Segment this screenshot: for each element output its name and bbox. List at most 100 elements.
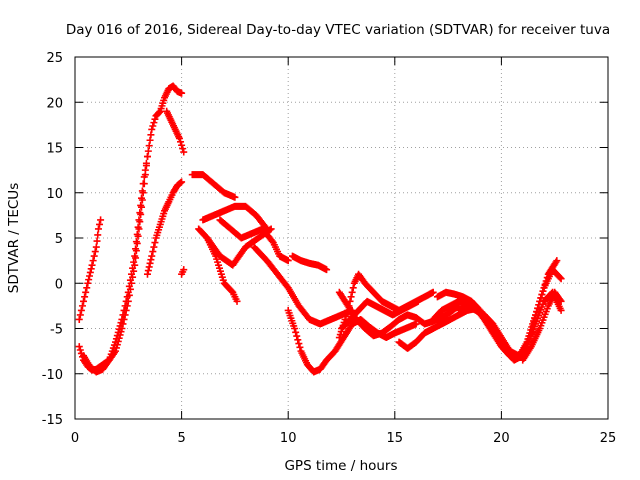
data-point bbox=[346, 297, 354, 305]
data-point bbox=[175, 134, 183, 142]
series-trace-a bbox=[75, 216, 105, 323]
data-point bbox=[130, 258, 138, 266]
data-point bbox=[80, 297, 88, 305]
data-point bbox=[142, 159, 150, 167]
data-point bbox=[543, 274, 551, 282]
data-point bbox=[178, 178, 186, 186]
x-axis-tick-labels: 0 5 10 15 20 25 bbox=[71, 431, 616, 446]
axis-ticks bbox=[74, 56, 609, 420]
data-point bbox=[178, 89, 186, 97]
data-point bbox=[83, 284, 91, 292]
y-tick-label: 25 bbox=[46, 51, 63, 66]
data-point bbox=[294, 336, 302, 344]
data-point bbox=[552, 258, 560, 266]
data-point bbox=[429, 288, 437, 296]
data-point bbox=[180, 266, 188, 274]
data-point bbox=[146, 259, 154, 267]
data-point bbox=[88, 261, 96, 269]
data-point bbox=[347, 293, 355, 301]
data-point bbox=[291, 325, 299, 332]
data-point bbox=[553, 257, 561, 265]
data-point bbox=[90, 252, 98, 260]
data-point bbox=[557, 297, 565, 305]
data-point bbox=[144, 267, 152, 275]
data-point bbox=[112, 335, 120, 343]
data-point bbox=[75, 315, 83, 323]
data-point bbox=[75, 343, 83, 351]
data-point bbox=[541, 280, 549, 288]
data-point bbox=[139, 180, 147, 188]
data-point bbox=[231, 193, 239, 201]
data-point bbox=[93, 237, 101, 245]
x-axis-label: GPS time / hours bbox=[284, 458, 397, 474]
data-point bbox=[84, 279, 92, 287]
data-point bbox=[134, 223, 142, 231]
data-point bbox=[155, 108, 163, 116]
data-point bbox=[293, 332, 301, 340]
series-trace-n bbox=[288, 252, 331, 274]
data-point bbox=[149, 248, 157, 256]
series-trace-v bbox=[519, 288, 565, 364]
data-point bbox=[77, 306, 85, 314]
data-point bbox=[82, 288, 90, 296]
data-point bbox=[120, 306, 128, 314]
data-point bbox=[148, 125, 156, 133]
data-point bbox=[76, 346, 84, 354]
data-point bbox=[89, 257, 97, 265]
data-point bbox=[349, 284, 357, 292]
data-point bbox=[149, 122, 157, 130]
data-point bbox=[284, 257, 292, 265]
series-trace-q bbox=[335, 270, 437, 342]
data-point bbox=[122, 297, 130, 305]
data-point bbox=[119, 311, 127, 319]
data-point bbox=[323, 266, 331, 274]
x-tick-label: 0 bbox=[71, 431, 79, 446]
data-point bbox=[150, 119, 158, 127]
data-point bbox=[145, 263, 153, 271]
data-point bbox=[116, 322, 124, 330]
data-point bbox=[136, 209, 144, 217]
series-trace-l bbox=[250, 243, 356, 328]
data-point bbox=[94, 225, 102, 233]
data-point bbox=[124, 288, 132, 296]
data-point bbox=[76, 311, 84, 319]
y-axis-tick-labels: -15 -10 -5 0 5 10 15 20 25 bbox=[42, 51, 63, 428]
y-tick-label: -15 bbox=[42, 413, 63, 428]
data-point bbox=[538, 291, 546, 299]
data-point bbox=[295, 340, 303, 348]
series-trace-f bbox=[178, 266, 188, 278]
series-trace-g bbox=[188, 171, 239, 201]
data-point bbox=[85, 272, 93, 280]
data-point bbox=[233, 297, 241, 305]
series-trace-k bbox=[216, 216, 292, 265]
data-point bbox=[86, 268, 94, 276]
data-point bbox=[542, 277, 550, 285]
data-point bbox=[96, 220, 104, 228]
data-point bbox=[296, 343, 304, 351]
data-point bbox=[81, 293, 89, 301]
data-point bbox=[539, 287, 547, 295]
data-point bbox=[344, 306, 352, 314]
data-point bbox=[138, 194, 146, 202]
chart-title: Day 016 of 2016, Sidereal Day-to-day VTE… bbox=[66, 22, 610, 38]
data-point bbox=[123, 293, 131, 301]
data-point bbox=[129, 264, 137, 272]
data-point bbox=[177, 138, 185, 146]
data-point bbox=[85, 276, 93, 284]
series-trace-i bbox=[199, 202, 271, 233]
data-point bbox=[348, 288, 356, 296]
data-point bbox=[180, 148, 188, 156]
series-trace-b bbox=[75, 82, 186, 374]
data-point bbox=[150, 243, 158, 251]
data-point bbox=[92, 243, 100, 251]
y-tick-label: -5 bbox=[50, 323, 63, 338]
data-point bbox=[146, 136, 154, 144]
data-point bbox=[133, 230, 141, 238]
data-point bbox=[537, 294, 545, 302]
data-point bbox=[268, 237, 276, 245]
data-point bbox=[132, 238, 140, 246]
y-tick-label: 20 bbox=[46, 96, 63, 111]
data-point bbox=[137, 201, 145, 209]
x-tick-label: 25 bbox=[600, 431, 617, 446]
